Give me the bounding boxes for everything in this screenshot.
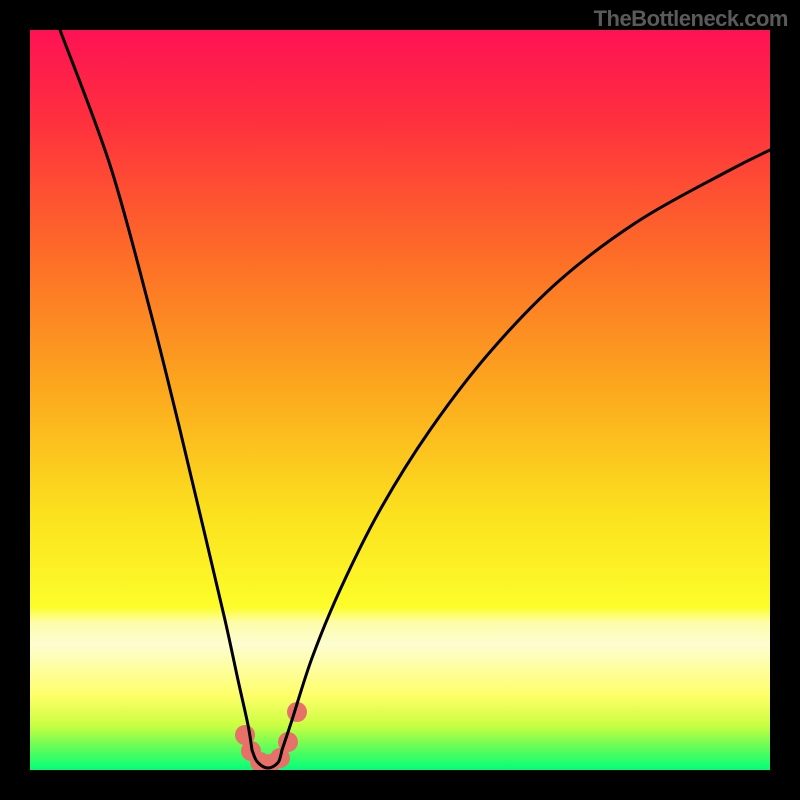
plot-area (30, 30, 770, 770)
chart-svg (30, 30, 770, 770)
chart-frame: TheBottleneck.com (0, 0, 800, 800)
watermark-text: TheBottleneck.com (594, 6, 788, 32)
